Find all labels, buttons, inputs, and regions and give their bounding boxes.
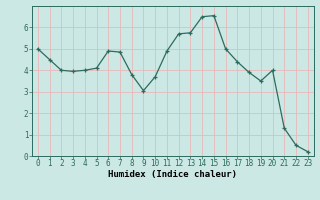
- X-axis label: Humidex (Indice chaleur): Humidex (Indice chaleur): [108, 170, 237, 179]
